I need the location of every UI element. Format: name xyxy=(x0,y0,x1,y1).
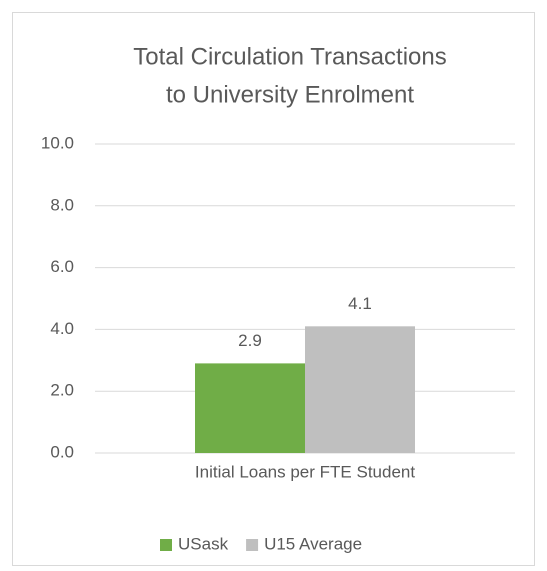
y-tick-label: 10.0 xyxy=(41,133,74,152)
chart-border xyxy=(12,12,535,566)
y-tick-label: 6.0 xyxy=(50,257,74,276)
data-label: 2.9 xyxy=(238,331,262,350)
x-tick-label: Initial Loans per FTE Student xyxy=(195,462,415,481)
legend-swatch xyxy=(160,539,172,551)
y-tick-label: 2.0 xyxy=(50,381,74,400)
data-label: 4.1 xyxy=(348,294,372,313)
y-tick-label: 8.0 xyxy=(50,195,74,214)
legend-label: USask xyxy=(178,534,229,553)
chart-title: Total Circulation Transactions xyxy=(133,43,446,70)
chart-title: to University Enrolment xyxy=(166,81,414,108)
bar xyxy=(305,326,415,453)
legend-swatch xyxy=(246,539,259,551)
bar xyxy=(195,363,305,453)
y-tick-label: 4.0 xyxy=(50,319,74,338)
legend-label: U15 Average xyxy=(264,534,362,553)
y-tick-label: 0.0 xyxy=(50,442,74,461)
